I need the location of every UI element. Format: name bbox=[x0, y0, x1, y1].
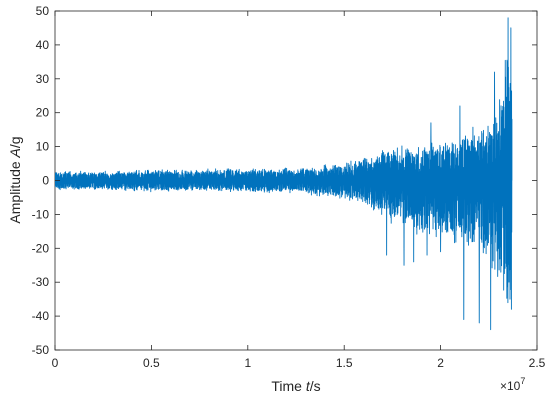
y-tick-label: -30 bbox=[32, 275, 50, 289]
x-tick-label: 2 bbox=[437, 356, 444, 370]
y-axis-title-prefix: Amplitude bbox=[7, 157, 23, 223]
x-tick-label: 1.5 bbox=[336, 356, 353, 370]
ticks: 0 0.5 1 1.5 2 2.5 -50 -40 -30 -20 -10 0 10 20 30 40 50 bbox=[32, 4, 546, 370]
y-tick-label: 30 bbox=[36, 72, 50, 86]
y-tick-label: 20 bbox=[36, 106, 50, 120]
y-tick-label: 0 bbox=[42, 174, 49, 188]
y-tick-label: -10 bbox=[32, 207, 50, 221]
x-axis-multiplier-exponent: 7 bbox=[520, 376, 525, 386]
series-0 bbox=[55, 17, 513, 331]
y-axis-title: Amplitude A/g bbox=[7, 136, 23, 223]
y-tick-label: 10 bbox=[36, 140, 50, 154]
y-axis-title-var: A bbox=[7, 148, 23, 158]
y-tick-label: 40 bbox=[36, 38, 50, 52]
x-axis-multiplier: ×107 bbox=[500, 376, 525, 393]
plot-area bbox=[54, 10, 538, 351]
y-tick-label: 50 bbox=[36, 4, 50, 18]
y-tick-label: -50 bbox=[32, 343, 50, 357]
y-tick-label: -20 bbox=[32, 241, 50, 255]
series-0-line bbox=[55, 17, 513, 331]
y-axis-title-suffix: /g bbox=[7, 136, 23, 148]
x-axis-title-prefix: Time bbox=[271, 378, 305, 394]
x-axis-multiplier-base: ×10 bbox=[500, 379, 521, 393]
x-axis-title-var: t bbox=[306, 378, 311, 394]
x-tick-label: 0.5 bbox=[143, 356, 160, 370]
x-axis-title-suffix: /s bbox=[310, 378, 321, 394]
y-tick-label: -40 bbox=[32, 309, 50, 323]
x-tick-label: 1 bbox=[244, 356, 251, 370]
x-tick-label: 0 bbox=[52, 356, 59, 370]
x-tick-label: 2.5 bbox=[529, 356, 546, 370]
x-axis-title: Time t/s bbox=[271, 378, 320, 394]
